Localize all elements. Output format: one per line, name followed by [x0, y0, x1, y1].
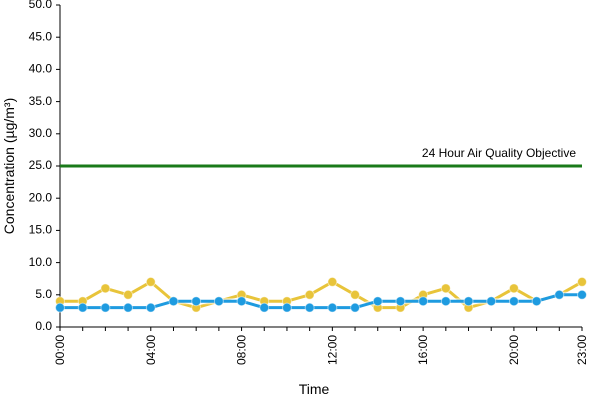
- data-point: [304, 289, 315, 300]
- y-tick-label: 25.0: [29, 158, 53, 172]
- data-point: [123, 302, 134, 313]
- y-tick-label: 15.0: [29, 223, 53, 237]
- y-tick-label: 50.0: [29, 0, 53, 11]
- data-point: [372, 296, 383, 307]
- data-point: [77, 302, 88, 313]
- y-tick-label: 30.0: [29, 126, 53, 140]
- data-point: [236, 296, 247, 307]
- data-point: [350, 289, 361, 300]
- y-tick-label: 0.0: [35, 319, 52, 333]
- data-point: [100, 302, 111, 313]
- data-point: [577, 289, 587, 300]
- data-point: [259, 302, 270, 313]
- data-point: [191, 296, 202, 307]
- data-point: [327, 302, 338, 313]
- y-tick-label: 10.0: [29, 255, 53, 269]
- y-tick-label: 35.0: [29, 94, 53, 108]
- data-point: [440, 283, 451, 294]
- data-point: [281, 302, 292, 313]
- y-tick-label: 20.0: [29, 190, 53, 204]
- data-point: [486, 296, 497, 307]
- data-point: [531, 296, 542, 307]
- x-tick-label: 08:00: [235, 335, 249, 365]
- reference-label: 24 Hour Air Quality Objective: [422, 146, 576, 160]
- x-axis-title: Time: [299, 381, 330, 397]
- y-axis-title: Concentration (µg/m³): [1, 98, 17, 234]
- data-point: [123, 289, 134, 300]
- y-tick-label: 45.0: [29, 29, 53, 43]
- data-point: [55, 302, 65, 313]
- x-tick-label: 12:00: [325, 335, 339, 365]
- data-point: [304, 302, 315, 313]
- data-point: [554, 289, 565, 300]
- data-point: [145, 276, 156, 287]
- data-point: [100, 283, 111, 294]
- data-point: [508, 296, 519, 307]
- data-point: [508, 283, 519, 294]
- data-point: [440, 296, 451, 307]
- data-point: [395, 296, 406, 307]
- data-point: [463, 296, 474, 307]
- y-tick-label: 5.0: [35, 287, 52, 301]
- x-tick-label: 00:00: [53, 335, 67, 365]
- x-tick-label: 23:00: [575, 335, 589, 365]
- data-point: [350, 302, 361, 313]
- data-point: [213, 296, 224, 307]
- x-tick-label: 20:00: [507, 335, 521, 365]
- data-point: [577, 276, 587, 287]
- data-point: [418, 296, 429, 307]
- data-point: [327, 276, 338, 287]
- data-point: [145, 302, 156, 313]
- x-tick-label: 04:00: [144, 335, 158, 365]
- y-tick-label: 40.0: [29, 62, 53, 76]
- data-point: [168, 296, 179, 307]
- x-tick-label: 16:00: [416, 335, 430, 365]
